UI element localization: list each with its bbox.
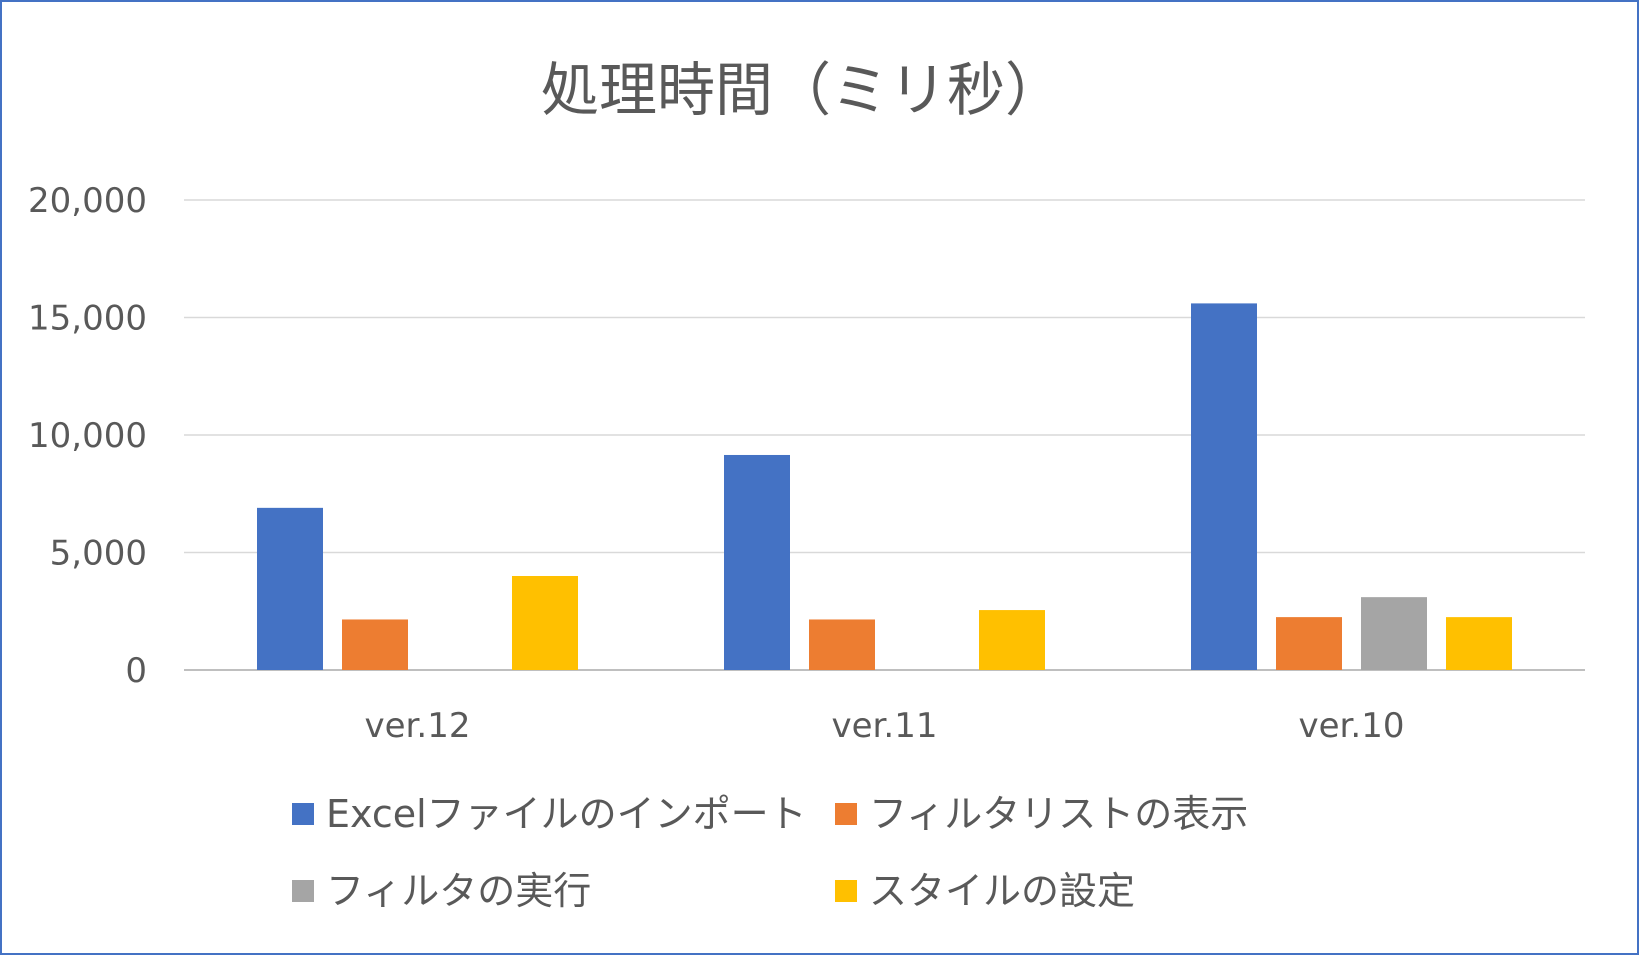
bar-ver.10-4 xyxy=(1446,617,1512,670)
y-tick-label: 10,000 xyxy=(28,416,147,456)
legend-swatch xyxy=(835,803,857,825)
legend-label: フィルタの実行 xyxy=(326,869,591,913)
y-tick-label: 0 xyxy=(125,651,147,691)
x-tick-label: ver.10 xyxy=(1299,706,1405,746)
legend-label: Excelファイルのインポート xyxy=(326,792,807,836)
gridlines xyxy=(184,199,1585,671)
bar-ver.12-1 xyxy=(257,507,323,670)
bar-ver.12-2 xyxy=(342,619,408,670)
y-axis-ticks: 0 5,000 10,000 15,000 20,000 xyxy=(28,181,147,691)
bar-ver.10-2 xyxy=(1276,617,1342,670)
legend-swatch xyxy=(292,803,314,825)
bar-ver.12-4 xyxy=(512,576,578,670)
x-tick-label: ver.12 xyxy=(365,706,471,746)
legend-swatch xyxy=(292,880,314,902)
x-tick-label: ver.11 xyxy=(832,706,938,746)
x-axis-ticks: ver.12 ver.11 ver.10 xyxy=(365,706,1405,746)
legend-label: スタイルの設定 xyxy=(869,869,1135,913)
bars xyxy=(257,303,1512,670)
legend-swatch xyxy=(835,880,857,902)
bar-ver.10-3 xyxy=(1361,597,1427,670)
legend-label: フィルタリストの表示 xyxy=(869,792,1248,836)
chart-title: 処理時間（ミリ秒） xyxy=(541,56,1063,124)
y-tick-label: 5,000 xyxy=(50,534,147,574)
y-tick-label: 20,000 xyxy=(28,181,147,221)
bar-ver.10-1 xyxy=(1191,303,1257,670)
bar-ver.11-4 xyxy=(979,610,1045,670)
bar-ver.11-2 xyxy=(809,619,875,670)
bar-ver.11-1 xyxy=(724,454,790,670)
y-tick-label: 15,000 xyxy=(28,299,147,339)
